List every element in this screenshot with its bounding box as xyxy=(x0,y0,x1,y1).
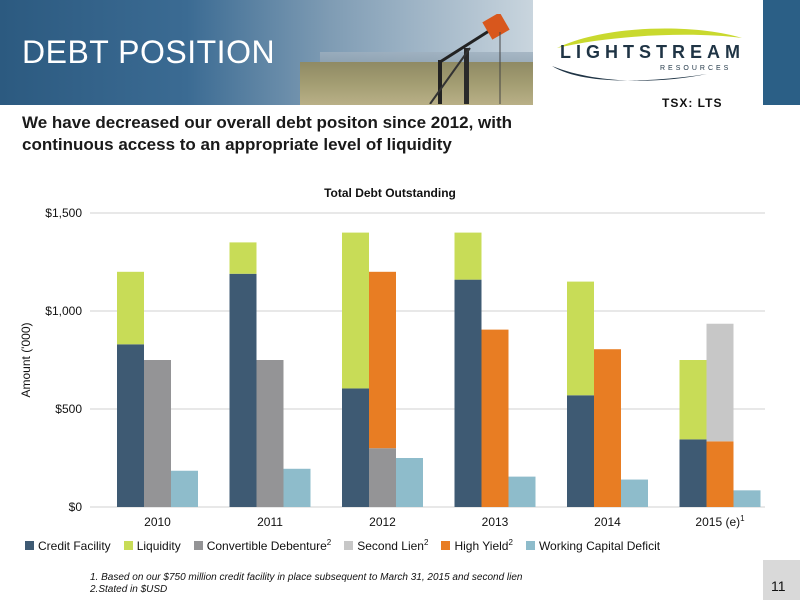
bar-high-yield-2013 xyxy=(481,329,509,507)
y-tick-label: $0 xyxy=(69,500,83,514)
bar-high-yield-2014 xyxy=(594,349,621,507)
x-tick-label: 2011 xyxy=(257,515,283,529)
legend-swatch xyxy=(441,541,451,550)
legend-label: High Yield2 xyxy=(454,538,513,553)
legend-swatch xyxy=(193,541,203,550)
bar-credit-facility-2015-e xyxy=(679,439,707,507)
bar-high-yield-2015-e xyxy=(706,441,734,507)
legend-swatch xyxy=(525,541,535,550)
chart-title: Total Debt Outstanding xyxy=(324,186,456,200)
bar-liquidity-2015-e xyxy=(679,360,707,440)
bar-credit-facility-2012 xyxy=(342,388,369,507)
x-tick-label: 2014 xyxy=(594,515,621,529)
legend-swatch xyxy=(123,541,133,550)
logo-wordmark: LIGHTSTREAM xyxy=(560,42,745,62)
legend-item-second-lien: Second Lien2 xyxy=(344,538,428,553)
footnote-2: 2.Stated in $USD xyxy=(90,584,168,595)
field-graphic xyxy=(300,62,533,105)
bar-working-capital-deficit-2012 xyxy=(396,458,423,507)
stock-ticker: TSX: LTS xyxy=(662,96,723,110)
x-tick-label: 2015 (e)1 xyxy=(695,514,745,529)
bar-working-capital-deficit-2013 xyxy=(508,476,536,507)
x-tick-label: 2013 xyxy=(482,515,509,529)
x-tick-label: 2010 xyxy=(144,515,171,529)
bar-credit-facility-2010 xyxy=(117,344,144,507)
bar-working-capital-deficit-2010 xyxy=(171,470,198,507)
bar-second-lien-2015-e xyxy=(706,323,734,442)
legend-item-credit-facility: Credit Facility xyxy=(25,538,111,553)
legend-label: Working Capital Deficit xyxy=(538,538,661,553)
y-tick-label: $1,500 xyxy=(45,206,82,220)
debt-chart: Total Debt Outstanding $0 $500 $1,000 $1,500… xyxy=(19,186,765,529)
bar-credit-facility-2011 xyxy=(229,273,257,507)
legend-label: Second Lien2 xyxy=(357,538,429,553)
x-tick-label: 2012 xyxy=(369,515,396,529)
y-tick-label: $1,000 xyxy=(45,304,82,318)
bar-liquidity-2014 xyxy=(567,281,594,396)
bar-liquidity-2011 xyxy=(229,242,257,274)
bar-credit-facility-2014 xyxy=(567,395,594,507)
header-banner-image: DEBT POSITION xyxy=(0,0,533,105)
bar-liquidity-2012 xyxy=(342,232,369,389)
footnotes: 1. Based on our $750 million credit faci… xyxy=(90,572,523,596)
bar-working-capital-deficit-2011 xyxy=(283,468,311,507)
legend-item-convertible-debenture: Convertible Debenture2 xyxy=(193,538,332,553)
page-number: 11 xyxy=(771,578,786,594)
bar-convertible-debenture-2011 xyxy=(256,360,284,507)
y-axis-label: Amount ('000) xyxy=(19,323,33,398)
bar-convertible-debenture-2010 xyxy=(144,360,171,507)
legend-item-high-yield: High Yield2 xyxy=(441,538,513,553)
legend-item-working-capital-deficit: Working Capital Deficit xyxy=(525,538,661,553)
legend-label: Credit Facility xyxy=(38,538,111,553)
bar-liquidity-2010 xyxy=(117,271,144,345)
legend-label: Liquidity xyxy=(136,538,181,553)
logo-swoosh-icon xyxy=(552,28,742,81)
bar-working-capital-deficit-2014 xyxy=(621,479,648,507)
legend-swatch xyxy=(344,541,354,550)
bar-high-yield-2012 xyxy=(369,271,396,449)
y-tick-label: $500 xyxy=(55,402,82,416)
chart-legend: Credit Facility Liquidity Convertible Debe… xyxy=(25,538,660,553)
bar-liquidity-2013 xyxy=(454,232,482,280)
legend-label: Convertible Debenture2 xyxy=(206,538,332,553)
bar-credit-facility-2013 xyxy=(454,279,482,507)
slide-header: DEBT POSITION LIGHTSTREAM RESOURCES xyxy=(0,0,800,105)
legend-swatch xyxy=(25,541,34,550)
company-logo xyxy=(533,0,763,105)
logo-subtext: RESOURCES xyxy=(660,65,732,72)
slide-subtitle: We have decreased our overall debt posit… xyxy=(22,113,513,154)
page-title: DEBT POSITION xyxy=(22,34,276,70)
accent-strip xyxy=(763,0,800,105)
pumpjack-icon xyxy=(429,14,510,104)
bar-convertible-debenture-2012 xyxy=(369,448,396,507)
legend-item-liquidity: Liquidity xyxy=(123,538,181,553)
footnote-1: 1. Based on our $750 million credit faci… xyxy=(90,572,523,583)
bar-working-capital-deficit-2015-e xyxy=(733,490,761,507)
page-number-box xyxy=(763,560,800,600)
